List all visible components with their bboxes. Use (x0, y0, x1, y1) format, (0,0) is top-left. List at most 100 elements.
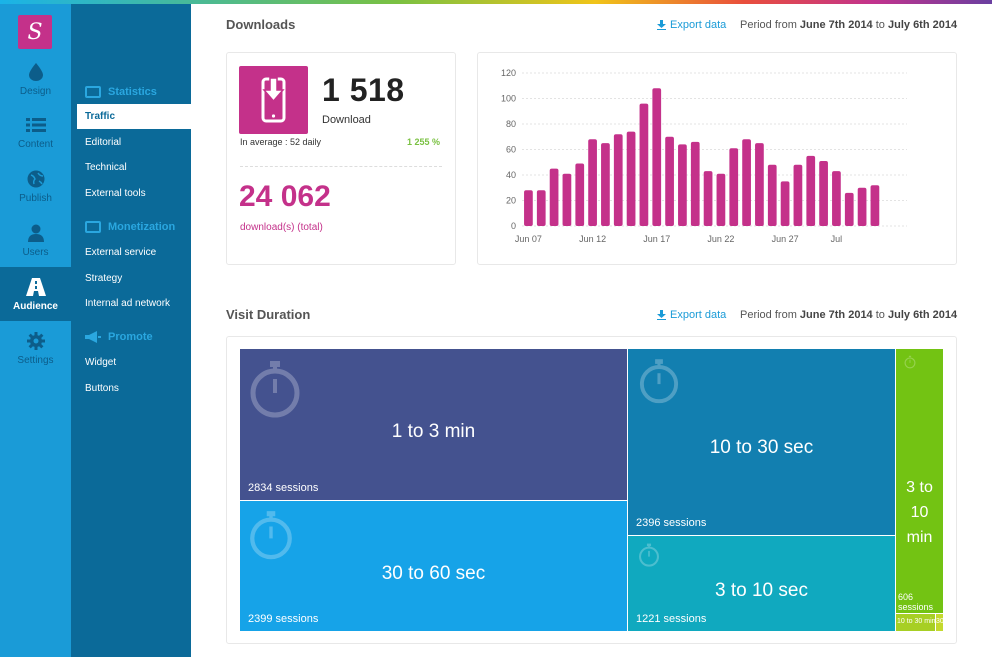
bar[interactable] (690, 141, 700, 226)
visit-duration-treemap: 1 to 3 min 2834 sessions 30 to 60 sec 23… (240, 349, 945, 632)
bar[interactable] (729, 148, 739, 226)
x-tick-label: Jun 17 (643, 234, 670, 244)
bar[interactable] (665, 136, 674, 226)
nav-users[interactable]: Users (0, 213, 71, 267)
subnav-item-internal-ad-network[interactable]: Internal ad network (85, 298, 171, 309)
treemap-tile-10-30-min[interactable]: 10 to 30 min (896, 614, 936, 632)
treemap-tile-30-60-sec[interactable]: 30 to 60 sec 2399 sessions (240, 501, 628, 632)
tile-label: 3 to 10 min (896, 475, 943, 550)
visits-export-link[interactable]: Export data (657, 309, 726, 321)
bar[interactable] (755, 143, 764, 226)
daily-average: In average : 52 daily (240, 137, 322, 147)
stopwatch-icon (250, 361, 300, 418)
section-monetization-title: Monetization (108, 221, 176, 233)
bar[interactable] (716, 173, 726, 226)
downloads-period: Period from June 7th 2014 to July 6th 20… (740, 19, 957, 31)
bar[interactable] (793, 164, 803, 226)
bar[interactable] (780, 181, 790, 226)
drop-icon (26, 62, 46, 82)
stopwatch-icon (639, 543, 659, 567)
bar[interactable] (626, 131, 636, 226)
nav-audience-label: Audience (12, 300, 58, 312)
y-tick-label: 40 (506, 170, 516, 180)
subnav-item-external-service[interactable]: External service (85, 247, 157, 258)
growth-percent: 1 255 % (407, 137, 441, 147)
downloads-chart-card (477, 52, 957, 265)
subnav-item-widget[interactable]: Widget (85, 357, 117, 368)
bar[interactable] (767, 164, 777, 226)
bar[interactable] (613, 134, 623, 226)
megaphone-icon (85, 331, 101, 343)
download-count-label: Download (322, 114, 371, 126)
bar[interactable] (575, 163, 585, 226)
tile-label: 3 to 10 sec (715, 580, 808, 601)
download-app-tile (239, 66, 308, 134)
subnav-item-buttons[interactable]: Buttons (85, 383, 119, 394)
bar[interactable] (857, 187, 867, 226)
bar[interactable] (870, 185, 880, 226)
bar[interactable] (832, 171, 841, 226)
treemap-tile-30-plus-min[interactable]: 30 (936, 614, 944, 632)
total-downloads-label: download(s) (total) (240, 222, 323, 233)
period-to: to (875, 309, 885, 321)
nav-settings-label: Settings (17, 354, 54, 366)
app-logo[interactable]: S (18, 15, 52, 49)
nav-design-label: Design (19, 85, 52, 97)
downloads-export-link[interactable]: Export data (657, 19, 726, 31)
nav-audience[interactable]: Audience (0, 267, 71, 321)
download-icon (657, 20, 666, 30)
nav-publish[interactable]: Publish (0, 159, 71, 213)
tile-sessions: 606 sessions (898, 592, 934, 612)
road-icon (25, 277, 46, 297)
period-prefix: Period from (740, 309, 797, 321)
subnav-item-traffic[interactable]: Traffic (77, 104, 191, 129)
x-tick-label: Jun 07 (515, 234, 542, 244)
bar[interactable] (524, 190, 533, 226)
x-tick-label: Jun 12 (579, 234, 606, 244)
nav-settings[interactable]: Settings (0, 321, 71, 375)
treemap-tile-1-3-min[interactable]: 1 to 3 min 2834 sessions (240, 349, 628, 501)
x-tick-label: Jul (831, 234, 843, 244)
period-start: June 7th 2014 (799, 309, 873, 321)
bar-chart-icon (85, 86, 101, 98)
bar[interactable] (652, 88, 662, 226)
tile-label-line: 10 (910, 504, 929, 521)
tile-label: 30 to 60 sec (381, 563, 486, 584)
secondary-nav: Statistics Traffic Editorial Technical E… (71, 4, 191, 657)
y-tick-label: 20 (506, 196, 516, 206)
section-promote-title: Promote (108, 331, 153, 343)
section-monetization: Monetization (85, 218, 175, 236)
bar[interactable] (844, 192, 854, 226)
bar[interactable] (601, 143, 610, 226)
bar[interactable] (562, 173, 572, 226)
subnav-item-strategy[interactable]: Strategy (85, 273, 123, 284)
subnav-item-external-tools[interactable]: External tools (85, 188, 146, 199)
subnav-item-technical[interactable]: Technical (85, 162, 127, 173)
bar[interactable] (806, 155, 816, 226)
bar[interactable] (536, 190, 546, 226)
tile-label: 1 to 3 min (391, 421, 476, 442)
bar[interactable] (703, 171, 713, 226)
user-icon (26, 223, 46, 243)
bar[interactable] (549, 168, 559, 226)
bar[interactable] (742, 139, 751, 226)
period-end: July 6th 2014 (888, 19, 958, 31)
bar[interactable] (588, 139, 597, 226)
bar[interactable] (678, 144, 687, 226)
bar[interactable] (819, 160, 828, 226)
tile-sessions: 2399 sessions (248, 613, 319, 625)
nav-design[interactable]: Design (0, 52, 71, 106)
subnav-item-editorial[interactable]: Editorial (85, 137, 122, 148)
nav-content[interactable]: Content (0, 105, 71, 159)
globe-icon (26, 169, 46, 189)
downloads-bar-chart: 0 20 40 60 80 100 120 Jun 07 Jun 12 Jun 17 Jun 22 J… (501, 68, 907, 244)
bar[interactable] (639, 103, 649, 226)
treemap-tile-3-10-sec[interactable]: 3 to 10 sec 1221 sessions (628, 536, 896, 632)
primary-nav: S Design Content Publish Users Audience (0, 4, 71, 657)
y-tick-label: 80 (506, 119, 516, 129)
treemap-tile-3-10-min[interactable]: 3 to 10 min 606 sessions (896, 349, 944, 614)
tile-label-line: min (906, 529, 933, 546)
tile-sessions: 1221 sessions (636, 613, 707, 625)
treemap-tile-10-30-sec[interactable]: 10 to 30 sec 2396 sessions (628, 349, 896, 536)
stopwatch-icon (904, 355, 916, 369)
